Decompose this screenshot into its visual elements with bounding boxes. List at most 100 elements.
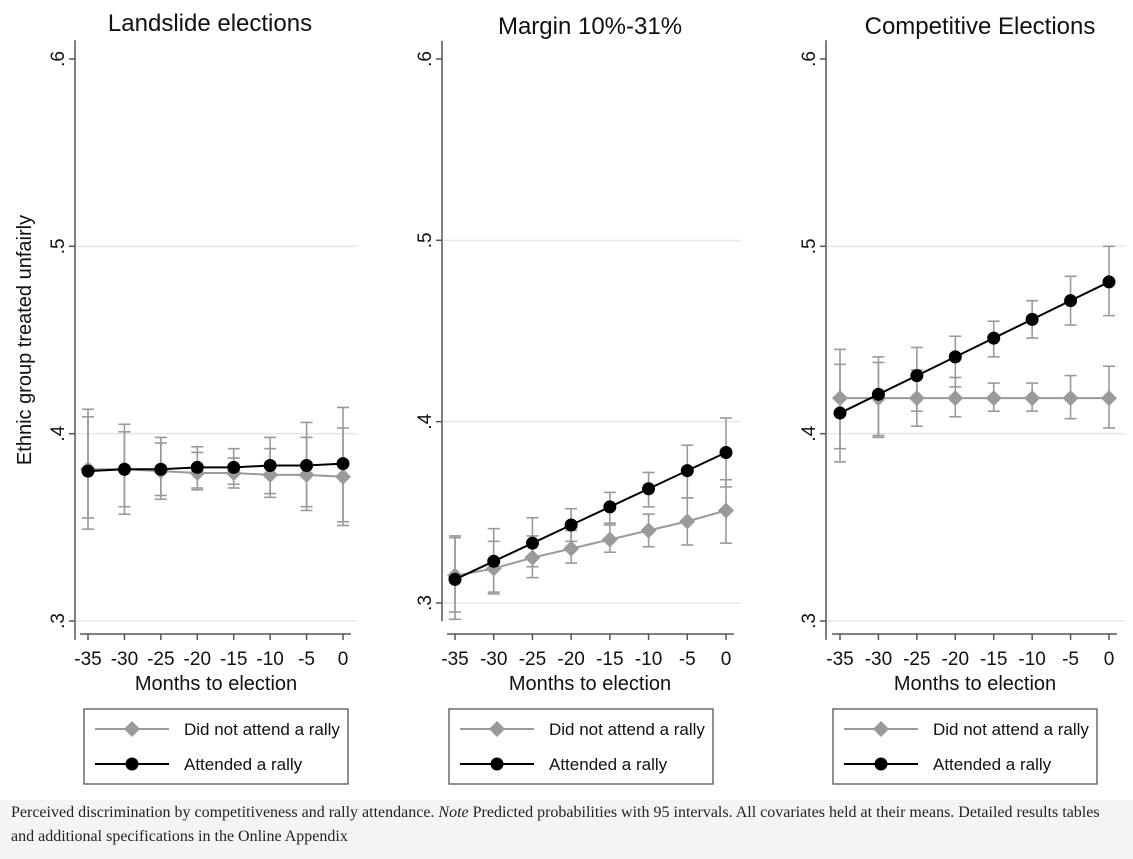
- legend-label: Attended a rally: [549, 755, 668, 774]
- legend: Did not attend a rally Attended a rally: [448, 708, 714, 785]
- data-point: [1062, 390, 1079, 407]
- y-tick-label: .3: [799, 613, 820, 629]
- data-point: [1064, 294, 1078, 308]
- legend-marker: [874, 757, 888, 771]
- data-point: [1024, 390, 1041, 407]
- x-axis-title: Months to election: [135, 673, 297, 695]
- x-tick-label: 0: [338, 649, 349, 670]
- data-point: [336, 457, 350, 471]
- data-point: [833, 406, 847, 420]
- series-line: [454, 451, 727, 581]
- x-tick-label: -5: [679, 649, 696, 670]
- x-tick-label: 0: [721, 649, 732, 670]
- data-point: [948, 350, 962, 364]
- caption-body: Predicted probabilities with 95 interval…: [11, 804, 1100, 845]
- y-tick-label: .5: [415, 232, 436, 248]
- x-tick-label: -10: [635, 649, 662, 670]
- y-tick-label: .5: [48, 238, 69, 254]
- x-tick-label: -25: [519, 649, 546, 670]
- panel-3: Competitive Elections .3 .4 .5 .6 -35 -30 -25 -2…: [799, 13, 1125, 785]
- data-point: [679, 513, 696, 530]
- legend-marker: [489, 721, 505, 737]
- x-tick-label: -30: [480, 649, 507, 670]
- x-tick-label: -20: [184, 649, 211, 670]
- x-tick-label: -5: [1062, 649, 1079, 670]
- y-tick-label: .4: [799, 425, 820, 441]
- x-axis-title: Months to election: [894, 673, 1056, 695]
- legend-label: Attended a rally: [933, 755, 1052, 774]
- data-point: [117, 462, 131, 476]
- chart: Ethnic group treated unfairly Landslide e…: [14, 10, 1125, 785]
- x-tick-label: -25: [147, 649, 174, 670]
- y-tick-label: .5: [799, 238, 820, 254]
- caption-lead: Perceived discrimination by competitiven…: [11, 804, 439, 821]
- y-tick-label: .3: [415, 595, 436, 611]
- data-point: [300, 459, 314, 473]
- series-did-not-attend: [832, 361, 1117, 450]
- caption-note-label: Note: [438, 804, 469, 821]
- series-attended: [833, 245, 1116, 463]
- legend: Did not attend a rally Attended a rally: [83, 708, 349, 785]
- data-point: [718, 502, 734, 519]
- data-point: [640, 522, 657, 539]
- x-tick-label: -15: [596, 649, 623, 670]
- panel-title: Margin 10%-31%: [498, 13, 682, 40]
- y-tick-label: .6: [415, 51, 436, 67]
- data-point: [603, 500, 617, 514]
- figure: Ethnic group treated unfairly Landslide e…: [0, 0, 1133, 800]
- data-point: [448, 572, 462, 586]
- x-axis-title: Months to election: [509, 673, 671, 695]
- data-point: [190, 460, 204, 474]
- x-tick-label: -20: [557, 649, 584, 670]
- x-tick-label: -20: [942, 649, 969, 670]
- legend-marker: [873, 721, 889, 737]
- legend-marker: [124, 721, 140, 737]
- legend-label: Did not attend a rally: [549, 720, 705, 739]
- data-point: [154, 462, 168, 476]
- x-tick-label: -30: [111, 649, 138, 670]
- x-tick-label: -15: [980, 649, 1007, 670]
- legend-marker: [125, 757, 139, 771]
- y-tick-label: .6: [48, 51, 69, 67]
- x-tick-label: -35: [74, 649, 101, 670]
- data-point: [871, 387, 885, 401]
- x-tick-label: -35: [826, 649, 853, 670]
- data-point: [1025, 312, 1039, 326]
- legend-label: Did not attend a rally: [933, 720, 1089, 739]
- data-point: [81, 464, 95, 478]
- data-point: [1101, 390, 1117, 407]
- x-tick-label: -5: [298, 649, 315, 670]
- figure-caption: Perceived discrimination by competitiven…: [11, 801, 1126, 849]
- x-tick-label: -10: [1018, 649, 1045, 670]
- data-point: [525, 536, 539, 550]
- data-point: [947, 390, 964, 407]
- panel-2: Margin 10%-31% .3 .4 .5 .6 -35 -30 -25 -20 -15 -10…: [415, 13, 741, 785]
- legend-label: Did not attend a rally: [184, 720, 340, 739]
- legend-box: [832, 708, 1098, 785]
- y-tick-label: .4: [415, 413, 436, 429]
- data-point: [1102, 275, 1116, 289]
- x-tick-label: -25: [903, 649, 930, 670]
- data-point: [564, 518, 578, 532]
- data-point: [563, 540, 580, 557]
- x-tick-label: -15: [220, 649, 247, 670]
- data-point: [227, 460, 241, 474]
- data-point: [601, 531, 618, 548]
- data-point: [263, 459, 277, 473]
- x-tick-label: -30: [865, 649, 892, 670]
- data-point: [719, 445, 733, 459]
- data-point: [985, 390, 1002, 407]
- panel-1: Landslide elections.3.4.5.6-35 -30 -25 -20-…: [48, 10, 357, 785]
- data-point: [642, 482, 656, 496]
- panel-title: Landslide elections: [108, 10, 312, 37]
- x-tick-label: 0: [1104, 649, 1115, 670]
- data-point: [910, 369, 924, 383]
- legend-box: [83, 708, 349, 785]
- data-point: [680, 464, 694, 478]
- legend-marker: [490, 757, 504, 771]
- legend: Did not attend a rally Attended a rally: [832, 708, 1098, 785]
- y-tick-label: .4: [48, 425, 69, 441]
- series-attended: [448, 417, 733, 621]
- y-tick-label: .6: [799, 51, 820, 67]
- panel-title: Competitive Elections: [865, 13, 1096, 40]
